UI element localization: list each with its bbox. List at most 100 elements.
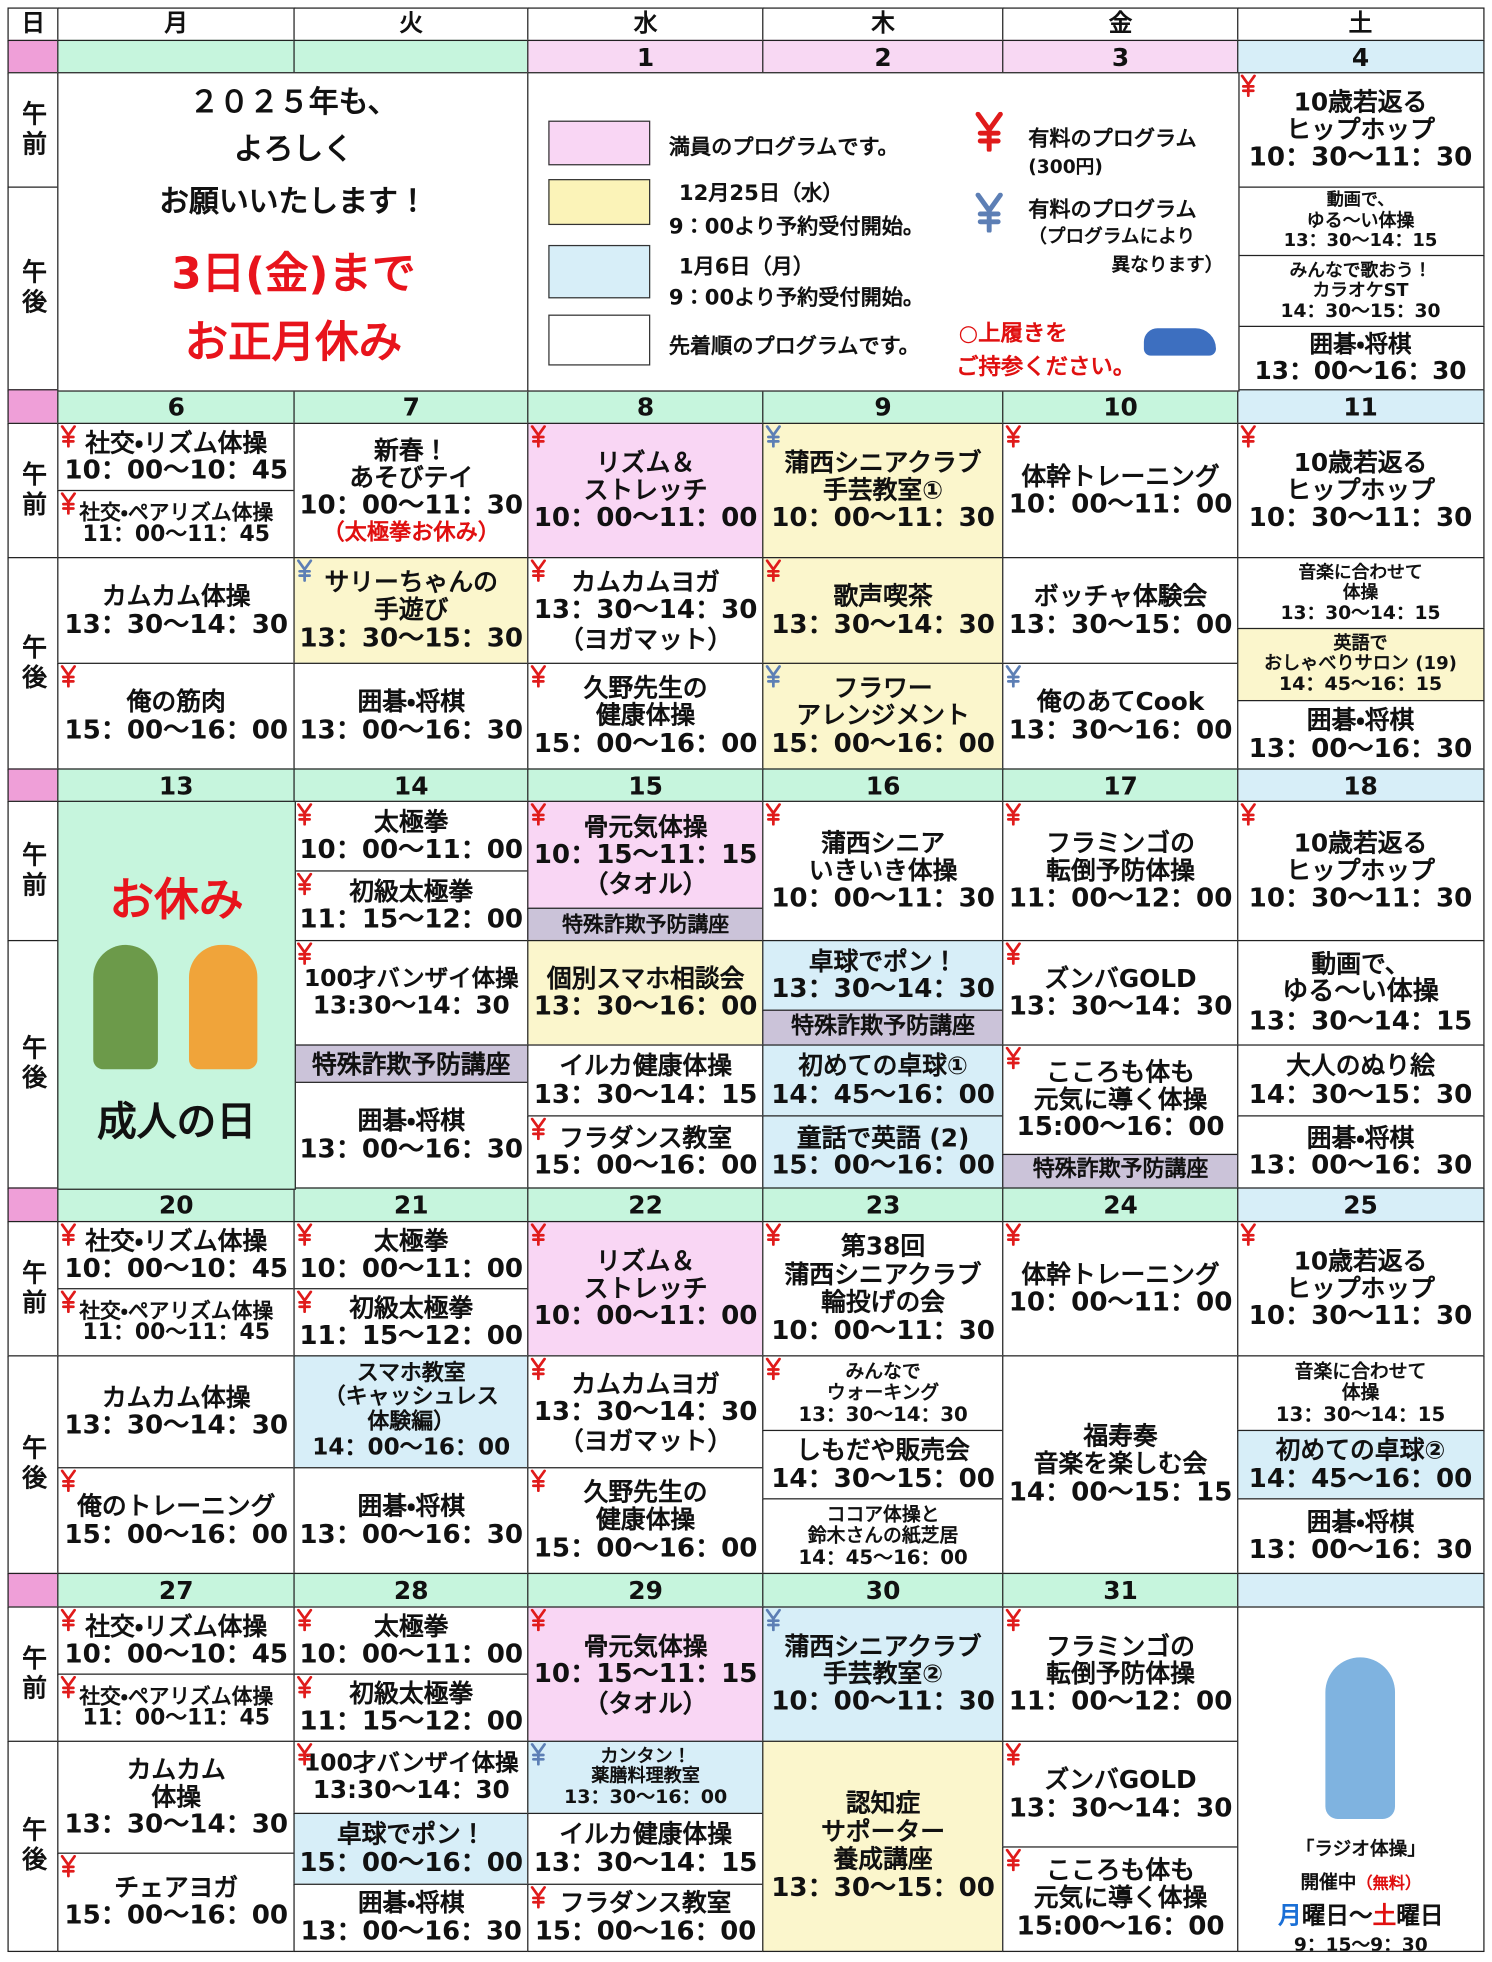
program-text: 太極拳 [374,1225,449,1256]
pm-label: 午後 [7,1740,60,1952]
program-cell: こころも体も 元気に導く体操 15:00～16：00 [1002,1846,1239,1952]
date-number: 11 [1343,391,1378,422]
program-text: 薬膳料理教室 [591,1765,700,1787]
radio-days: 土 [1372,1902,1397,1930]
yen-icon [765,1357,782,1381]
program-text: 特殊詐欺予防講座 [312,1048,511,1079]
program-text: リズム＆ [596,447,696,477]
radio-cell: 「ラジオ体操」 開催中（無料） 月曜日～土曜日 9：15～9：30 [1237,1606,1484,1952]
date-number: 30 [865,1575,901,1606]
program-text: フラミンゴの [1046,1630,1195,1661]
program-text: 11：00～12：00 [1008,1686,1233,1717]
program-text: 11：00～12：00 [1008,883,1233,914]
program-text: 音楽に合わせて [1294,1360,1427,1383]
program-text: 体験編） [367,1410,456,1436]
am-text: 午前 [17,460,48,521]
yen-icon [765,559,782,583]
date-number: 8 [636,391,655,422]
program-cell: 社交・ペアリズム体操 11：00～11：45 [57,1673,296,1743]
program-cell: 特殊詐欺予防講座 [762,1009,1004,1047]
program-text: 15：00～16：00 [771,1150,995,1181]
program-cell: しもだや販売会 14：30～15：00 [762,1429,1004,1501]
day-header: 土 [1237,7,1484,42]
program-text: （タオル） [583,868,708,899]
legend-text: 有料のプログラム [1028,126,1197,152]
program-text: 14：00～15：15 [1008,1476,1233,1507]
program-text: 太極拳 [374,806,449,837]
program-text: 11：00～11：45 [82,1320,270,1346]
yen-icon [1005,803,1022,826]
pm-label: 午後 [7,557,60,771]
date-number: 27 [158,1575,194,1606]
program-text: 動画で、 [1326,190,1395,211]
day-name: 水 [633,10,658,38]
pm-text: 午後 [17,1816,48,1876]
program-text: 11：15～12：00 [299,1706,524,1736]
yen-icon [60,1223,77,1246]
program-cell: 囲碁・将棋 13：00～16：30 [293,1883,530,1952]
program-text: 手芸教室② [822,1658,944,1689]
program-cell: 囲碁・将棋 13：00～16：30 [1237,1115,1484,1190]
program-text: 初めての卓球① [798,1051,968,1081]
program-text: 童話で英語 (2) [796,1122,970,1153]
day-name: 土 [1348,10,1373,38]
program-cell: フラワー アレンジメント 15：00～16：00 [762,662,1004,771]
date-corner [7,1187,60,1223]
program-cell: カンタン！ 薬膳料理教室 13：30～16：00 [527,1740,765,1815]
date-cell: 11 [1237,389,1484,425]
program-cell: 英語で おしゃべりサロン (19) 14：45～16：15 [1237,627,1484,702]
date-cell: 22 [527,1187,765,1223]
yen-icon [1005,1608,1022,1632]
program-text: ココア体操と [826,1503,940,1526]
program-text: フラミンゴの [1046,827,1195,858]
program-text: 囲碁・将棋 [357,1491,466,1521]
date-cell: 4 [1237,39,1484,74]
program-cell: チェアヨガ 15：00～16：00 [57,1852,296,1952]
program-text: 100才バンザイ体操 [303,964,519,993]
program-text: 初級太極拳 [349,1678,474,1709]
am-label: 午前 [7,422,60,559]
program-cell: ズンバGOLD 13：30～14：30 [1002,939,1239,1047]
date-cell: 25 [1237,1187,1484,1223]
program-text: 輪投げの会 [821,1287,946,1317]
program-cell: 社交・リズム体操 10：00～10：45 [57,1220,296,1290]
holiday-cell: お休み 成人の日 [57,800,296,1190]
yen-icon [296,1608,313,1632]
program-cell: 体幹トレーニング 10：00～11：00 [1002,1220,1239,1358]
program-text: （キャッシュレス [323,1385,499,1411]
date-number: 9 [874,391,892,422]
radio-days-line: 月曜日～土曜日 [1238,1897,1482,1931]
yen-icon [60,1469,77,1493]
date-cell: 8 [527,389,765,425]
program-text: 15：00～16：00 [771,728,995,759]
program-cell: 動画で、 ゆる～い体操 13：30～14：15 [1237,939,1484,1047]
legend-swatch [548,120,651,166]
day-header: 火 [293,7,530,42]
program-text: 骨元気体操 [583,1630,708,1661]
program-text: 第38回 [841,1231,926,1262]
program-text: 社交・ペアリズム体操 [79,1682,274,1708]
program-cell: 第38回 蒲西シニアクラブ 輪投げの会 10：00～11：30 [762,1220,1004,1358]
program-cell: こころも体も 元気に導く体操 15:00～16：00 [1002,1044,1239,1156]
date-cell: 1 [527,39,765,74]
program-text: カムカム体操 [101,1382,251,1413]
program-cell: フラダンス教室 15：00～16：00 [527,1883,765,1952]
legend-text: 1月6日（月） [678,254,814,280]
legend-text: （プログラムにより [1028,225,1196,248]
program-text: 健康体操 [596,1505,696,1535]
date-number: 17 [1103,770,1138,801]
program-text: 13：30～14：15 [1280,601,1441,624]
yen-icon [530,1743,547,1766]
program-cell: 10歳若返る ヒップホップ 10：30～11：30 [1237,1220,1484,1358]
program-cell: 認知症 サポーター 養成講座 13：30～15：00 [762,1740,1004,1952]
radio-time: 9：15～9：30 [1293,1933,1428,1952]
program-text: 13：00～16：30 [1248,1534,1473,1565]
program-cell: 久野先生の 健康体操 15：00～16：00 [527,662,765,771]
date-cell: 10 [1002,389,1239,425]
program-text: 10：30～11：30 [1248,142,1473,172]
program-text: ヒップホップ [1286,855,1435,886]
program-cell: フラミンゴの 転倒予防体操 11：00～12：00 [1002,800,1239,942]
radio-open-line: 開催中（無料） [1238,1869,1482,1895]
